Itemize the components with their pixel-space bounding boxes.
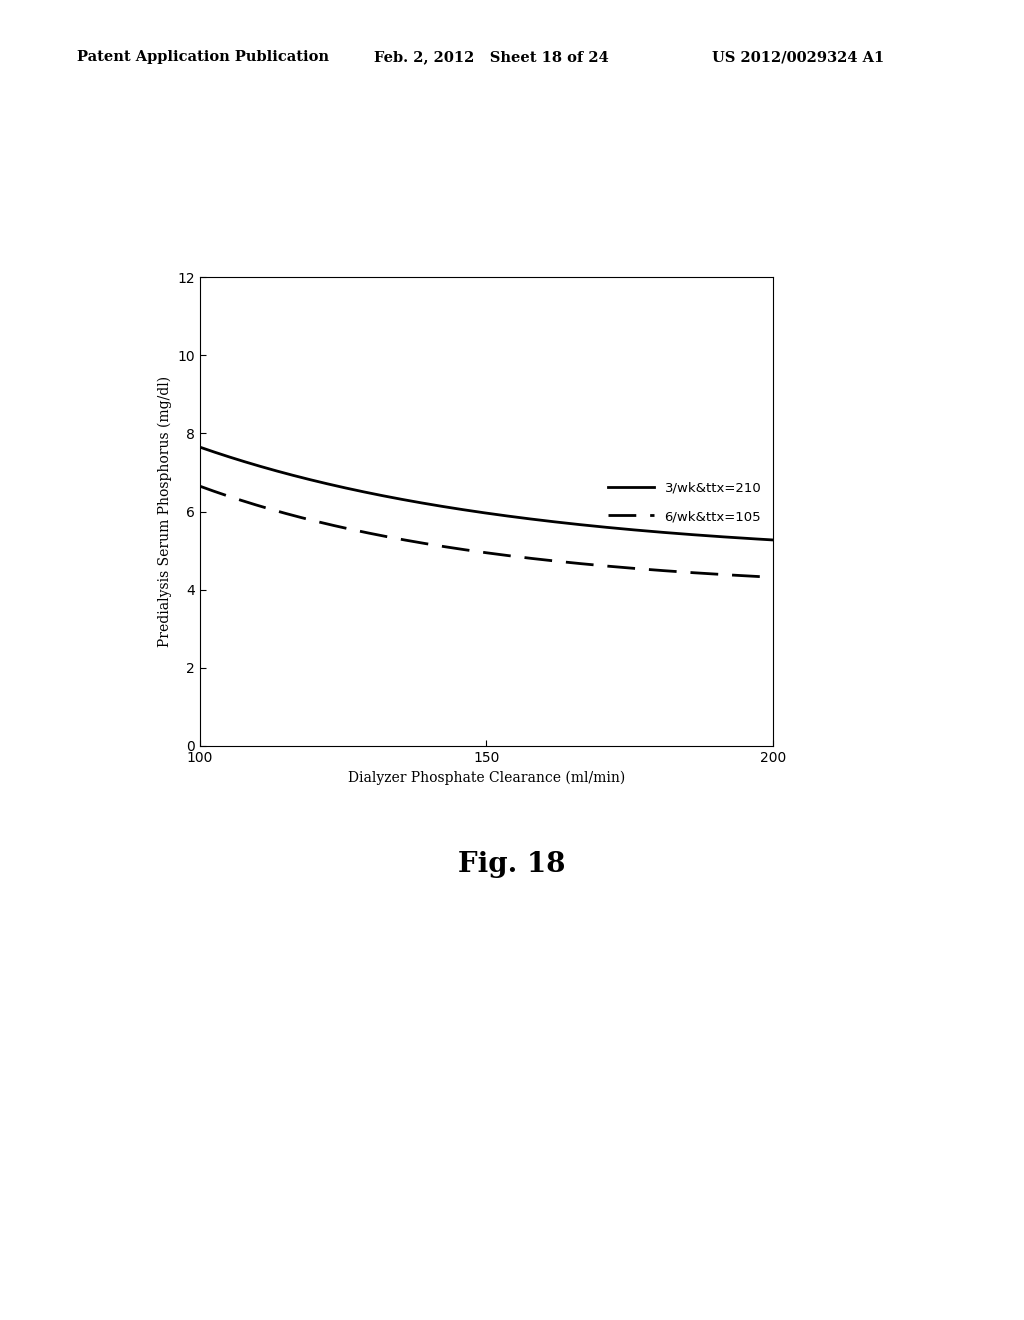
Text: Feb. 2, 2012   Sheet 18 of 24: Feb. 2, 2012 Sheet 18 of 24 bbox=[374, 50, 608, 65]
Text: Patent Application Publication: Patent Application Publication bbox=[77, 50, 329, 65]
X-axis label: Dialyzer Phosphate Clearance (ml/min): Dialyzer Phosphate Clearance (ml/min) bbox=[348, 770, 625, 784]
Text: Fig. 18: Fig. 18 bbox=[459, 851, 565, 878]
Legend: 3/wk&ttx=210, 6/wk&ttx=105: 3/wk&ttx=210, 6/wk&ttx=105 bbox=[602, 477, 767, 528]
Y-axis label: Predialysis Serum Phosphorus (mg/dl): Predialysis Serum Phosphorus (mg/dl) bbox=[158, 376, 172, 647]
Text: US 2012/0029324 A1: US 2012/0029324 A1 bbox=[712, 50, 884, 65]
